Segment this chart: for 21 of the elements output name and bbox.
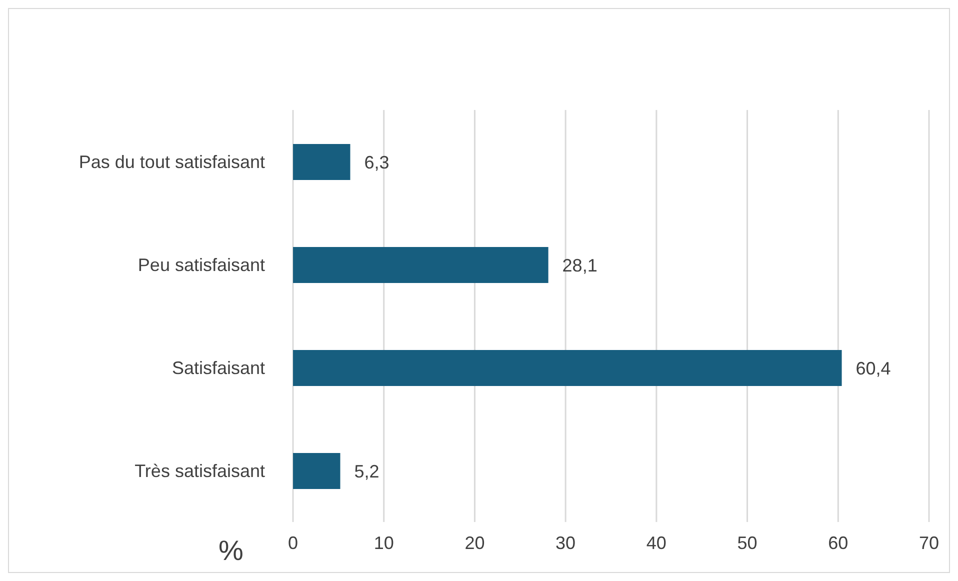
x-tick-label: 0 — [288, 532, 298, 553]
x-tick-label: 40 — [646, 532, 666, 553]
bar — [293, 453, 340, 489]
data-label: 5,2 — [354, 461, 380, 482]
x-tick-label: 10 — [374, 532, 394, 553]
data-label: 28,1 — [562, 255, 598, 276]
x-tick-label: 20 — [464, 532, 485, 553]
x-axis-title: % — [218, 535, 244, 566]
data-label: 6,3 — [364, 152, 390, 172]
bar — [293, 144, 350, 180]
bar — [293, 247, 548, 283]
data-label: 60,4 — [856, 358, 891, 378]
y-tick-label: Pas du tout satisfaisant — [78, 152, 265, 172]
x-tick-label: 70 — [918, 532, 940, 553]
y-tick-label: Très satisfaisant — [134, 460, 265, 481]
y-tick-label: Satisfaisant — [172, 358, 265, 378]
x-tick-label: 60 — [828, 532, 848, 553]
y-tick-label: Peu satisfaisant — [138, 254, 265, 275]
x-tick-label: 30 — [556, 532, 576, 553]
bar — [293, 350, 842, 386]
x-tick-label: 50 — [737, 532, 758, 553]
